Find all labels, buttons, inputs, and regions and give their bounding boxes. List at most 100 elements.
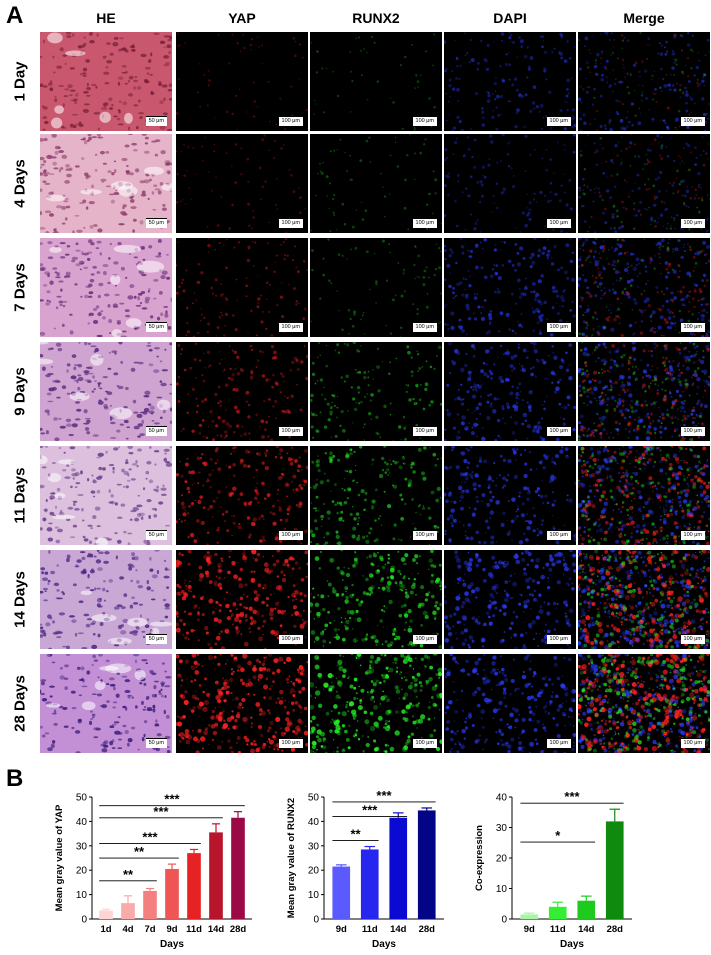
column-header-runx2: RUNX2: [352, 10, 400, 26]
y-tick-label: 20: [496, 854, 508, 865]
significance-label: ***: [564, 789, 580, 804]
micrograph-yap: 100 μm: [176, 446, 308, 545]
micrograph-he: 50 μm: [40, 134, 172, 233]
y-tick-label: 20: [308, 866, 320, 877]
micrograph-runx2: 100 μm: [310, 32, 442, 131]
micrograph-he: 50 μm: [40, 342, 172, 441]
row-label: 9 Days: [11, 366, 29, 416]
scale-bar: 100 μm: [546, 426, 571, 436]
column-header-dapi: DAPI: [493, 10, 527, 26]
scale-bar: 100 μm: [278, 738, 303, 748]
micrograph-yap: 100 μm: [176, 32, 308, 131]
scale-bar: 100 μm: [680, 218, 705, 228]
x-tick-label: 11d: [186, 924, 202, 935]
micrograph-merge: 100 μm: [578, 550, 710, 649]
x-tick-label: 28d: [230, 924, 247, 935]
significance-label: **: [134, 844, 145, 859]
significance-label: **: [350, 827, 361, 842]
bar: [99, 910, 113, 919]
column-header-yap: YAP: [228, 10, 256, 26]
scale-bar: 100 μm: [546, 634, 571, 644]
x-tick-label: 11d: [550, 924, 566, 935]
row-label: 28 Days: [11, 674, 29, 732]
scale-bar: 100 μm: [278, 218, 303, 228]
y-tick-label: 30: [308, 841, 320, 852]
micrograph-he: 50 μm: [40, 32, 172, 131]
significance-label: ***: [362, 802, 378, 817]
y-tick-label: 40: [308, 817, 320, 828]
y-tick-label: 10: [496, 884, 508, 895]
column-header-merge: Merge: [623, 10, 665, 26]
scale-bar: 100 μm: [680, 634, 705, 644]
micrograph-yap: 100 μm: [176, 342, 308, 441]
significance-label: *: [555, 828, 561, 843]
micrograph-merge: 100 μm: [578, 342, 710, 441]
significance-label: ***: [376, 788, 392, 803]
scale-bar: 100 μm: [680, 426, 705, 436]
micrograph-merge: 100 μm: [578, 134, 710, 233]
x-axis-label: Days: [160, 939, 184, 950]
scale-bar: 100 μm: [412, 218, 437, 228]
scale-bar: 100 μm: [546, 530, 571, 540]
x-tick-label: 28d: [607, 924, 624, 935]
x-tick-label: 7d: [144, 924, 155, 935]
micrograph-runx2: 100 μm: [310, 134, 442, 233]
y-tick-label: 50: [308, 793, 320, 804]
micrograph-runx2: 100 μm: [310, 446, 442, 545]
row-label: 11 Days: [11, 467, 29, 523]
row-label: 7 Days: [11, 262, 29, 312]
micrograph-merge: 100 μm: [578, 238, 710, 337]
x-axis-label: Days: [372, 939, 396, 950]
scale-bar: 100 μm: [680, 322, 705, 332]
y-tick-label: 50: [76, 793, 88, 804]
scale-bar: 100 μm: [278, 634, 303, 644]
scale-bar: 100 μm: [412, 426, 437, 436]
x-tick-label: 4d: [122, 924, 133, 935]
row-label: 1 Day: [11, 60, 29, 102]
y-axis-label: Co-expression: [474, 825, 485, 891]
x-tick-label: 1d: [100, 924, 111, 935]
scale-bar: 100 μm: [680, 738, 705, 748]
micrograph-yap: 100 μm: [176, 134, 308, 233]
significance-label: ***: [164, 792, 180, 807]
significance-label: ***: [153, 804, 169, 819]
y-tick-label: 40: [76, 817, 88, 828]
scale-bar: 100 μm: [546, 218, 571, 228]
bar: [332, 866, 351, 919]
y-tick-label: 40: [496, 793, 508, 804]
y-tick-label: 30: [76, 841, 88, 852]
micrograph-runx2: 100 μm: [310, 654, 442, 753]
y-tick-label: 0: [81, 915, 87, 926]
micrograph-runx2: 100 μm: [310, 238, 442, 337]
panel-a-letter: A: [6, 2, 24, 29]
scale-bar: 50 μm: [145, 322, 167, 332]
scale-bar: 50 μm: [145, 218, 167, 228]
x-axis-label: Days: [560, 939, 584, 950]
row-label: 4 Days: [11, 158, 29, 208]
scale-bar: 100 μm: [546, 322, 571, 332]
panel-b-letter: B: [6, 765, 24, 792]
scale-bar: 100 μm: [680, 530, 705, 540]
micrograph-runx2: 100 μm: [310, 342, 442, 441]
scale-bar: 100 μm: [278, 426, 303, 436]
row-label: 14 Days: [11, 570, 29, 628]
x-tick-label: 9d: [524, 924, 535, 935]
x-tick-label: 28d: [419, 924, 436, 935]
scale-bar: 50 μm: [145, 530, 167, 540]
bar: [389, 817, 408, 919]
significance-label: **: [123, 867, 134, 882]
micrograph-he: 50 μm: [40, 446, 172, 545]
x-tick-label: 9d: [166, 924, 177, 935]
scale-bar: 100 μm: [546, 738, 571, 748]
bar: [360, 849, 379, 919]
scale-bar: 100 μm: [680, 116, 705, 126]
micrograph-he: 50 μm: [40, 238, 172, 337]
micrograph-yap: 100 μm: [176, 550, 308, 649]
scale-bar: 100 μm: [412, 116, 437, 126]
bar: [231, 817, 245, 919]
scale-bar: 100 μm: [412, 738, 437, 748]
scale-bar: 100 μm: [278, 530, 303, 540]
x-tick-label: 9d: [336, 924, 347, 935]
micrograph-dapi: 100 μm: [444, 446, 576, 545]
